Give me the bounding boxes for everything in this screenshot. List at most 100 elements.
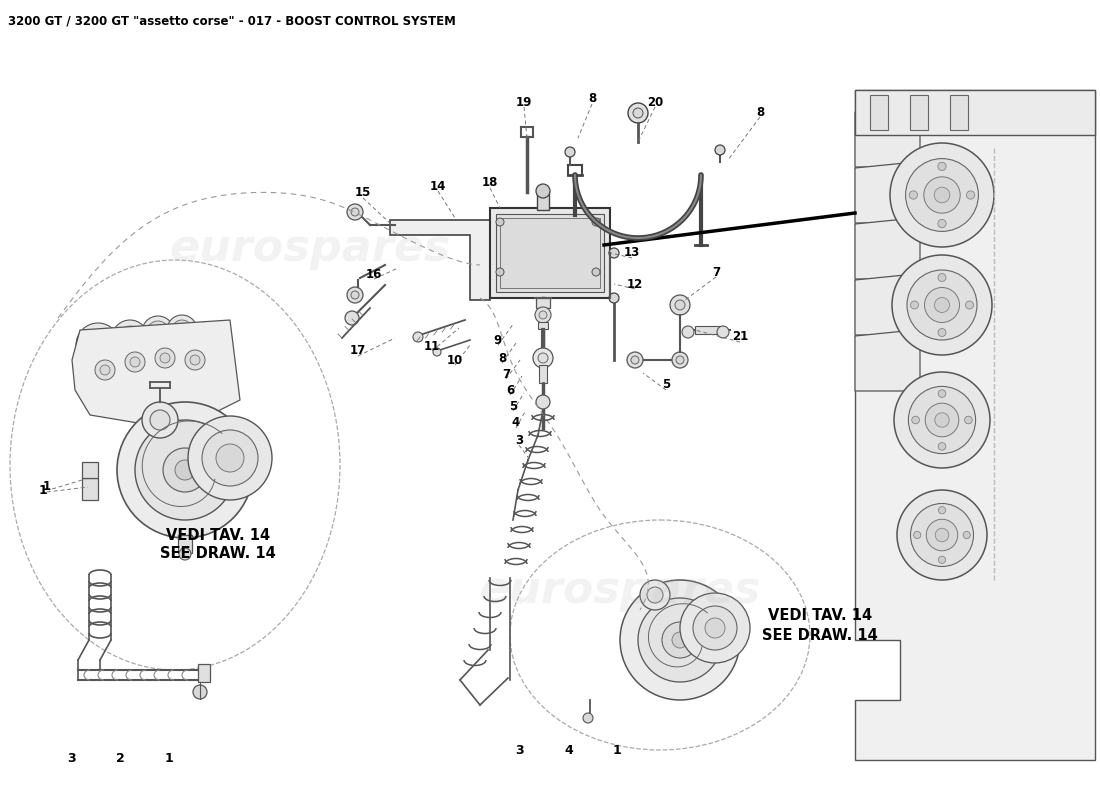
Circle shape [672, 632, 688, 648]
Text: 16: 16 [366, 267, 382, 281]
Circle shape [536, 395, 550, 409]
Circle shape [202, 430, 258, 486]
Text: 5: 5 [662, 378, 670, 391]
Circle shape [192, 322, 218, 348]
Circle shape [346, 204, 363, 220]
Polygon shape [855, 90, 1094, 760]
Text: 8: 8 [756, 106, 764, 118]
Text: 3200 GT / 3200 GT "assetto corse" - 017 - BOOST CONTROL SYSTEM: 3200 GT / 3200 GT "assetto corse" - 017 … [8, 15, 455, 28]
Circle shape [592, 268, 600, 276]
Circle shape [632, 108, 644, 118]
Circle shape [672, 352, 688, 368]
Circle shape [534, 348, 553, 368]
Text: 14: 14 [430, 179, 447, 193]
Polygon shape [855, 275, 920, 335]
Bar [950, 95, 968, 130]
Bar [695, 326, 723, 334]
Circle shape [628, 103, 648, 123]
Text: 8: 8 [587, 93, 596, 106]
Circle shape [717, 326, 729, 338]
Circle shape [76, 323, 120, 367]
Text: 7: 7 [712, 266, 720, 278]
Text: 1: 1 [613, 743, 621, 757]
Text: 18: 18 [482, 177, 498, 190]
Bar [490, 208, 610, 298]
Circle shape [351, 291, 359, 299]
Text: VEDI TAV. 14: VEDI TAV. 14 [166, 529, 271, 543]
Circle shape [715, 145, 725, 155]
Circle shape [631, 356, 639, 364]
Circle shape [938, 442, 946, 450]
Circle shape [98, 358, 126, 386]
Text: 17: 17 [350, 345, 366, 358]
Circle shape [911, 503, 974, 566]
Circle shape [142, 316, 174, 348]
Bar [537, 192, 549, 210]
Circle shape [196, 326, 214, 344]
Text: VEDI TAV. 14: VEDI TAV. 14 [768, 609, 872, 623]
Circle shape [967, 191, 975, 199]
Circle shape [592, 218, 600, 226]
Circle shape [100, 365, 110, 375]
Polygon shape [855, 163, 920, 223]
Text: 4: 4 [512, 417, 520, 430]
Circle shape [160, 353, 170, 363]
Circle shape [905, 158, 978, 231]
Circle shape [536, 184, 550, 198]
Bar [870, 95, 888, 130]
Bar [178, 535, 192, 553]
Circle shape [662, 622, 698, 658]
Bar [855, 90, 1094, 135]
Ellipse shape [871, 349, 893, 379]
Circle shape [433, 348, 441, 356]
Circle shape [345, 311, 359, 325]
Circle shape [179, 548, 191, 560]
Circle shape [935, 528, 948, 542]
Text: 6: 6 [506, 383, 514, 397]
Bar [536, 298, 550, 308]
Circle shape [190, 355, 200, 365]
Circle shape [351, 208, 359, 216]
Text: eurospares: eurospares [480, 569, 761, 611]
Polygon shape [855, 107, 920, 167]
Text: 7: 7 [502, 367, 510, 381]
Circle shape [964, 531, 970, 538]
Text: 12: 12 [627, 278, 644, 290]
Circle shape [142, 402, 178, 438]
Circle shape [155, 348, 175, 368]
Circle shape [894, 372, 990, 468]
Circle shape [346, 287, 363, 303]
Circle shape [154, 349, 176, 371]
Circle shape [966, 301, 974, 309]
Circle shape [163, 448, 207, 492]
Circle shape [705, 618, 725, 638]
Circle shape [130, 357, 140, 367]
Text: 3: 3 [515, 434, 524, 446]
Ellipse shape [871, 181, 893, 211]
Text: 10: 10 [447, 354, 463, 366]
Circle shape [535, 307, 551, 323]
Circle shape [216, 444, 244, 472]
Text: 3: 3 [68, 751, 76, 765]
Ellipse shape [871, 125, 893, 155]
Circle shape [147, 321, 169, 343]
Polygon shape [855, 219, 920, 279]
Text: 9: 9 [494, 334, 502, 346]
Bar [198, 664, 210, 682]
Circle shape [84, 331, 112, 359]
Bar [539, 365, 547, 383]
Text: 3: 3 [516, 743, 525, 757]
Circle shape [935, 298, 949, 313]
Text: 15: 15 [355, 186, 371, 199]
Circle shape [539, 311, 547, 319]
Text: 1: 1 [165, 751, 174, 765]
Bar [538, 322, 548, 329]
Text: SEE DRAW. 14: SEE DRAW. 14 [161, 546, 276, 562]
Text: 5: 5 [509, 399, 517, 413]
Circle shape [908, 270, 977, 340]
Ellipse shape [871, 293, 893, 323]
Circle shape [128, 353, 152, 377]
Circle shape [682, 326, 694, 338]
Circle shape [909, 386, 976, 454]
Circle shape [892, 255, 992, 355]
